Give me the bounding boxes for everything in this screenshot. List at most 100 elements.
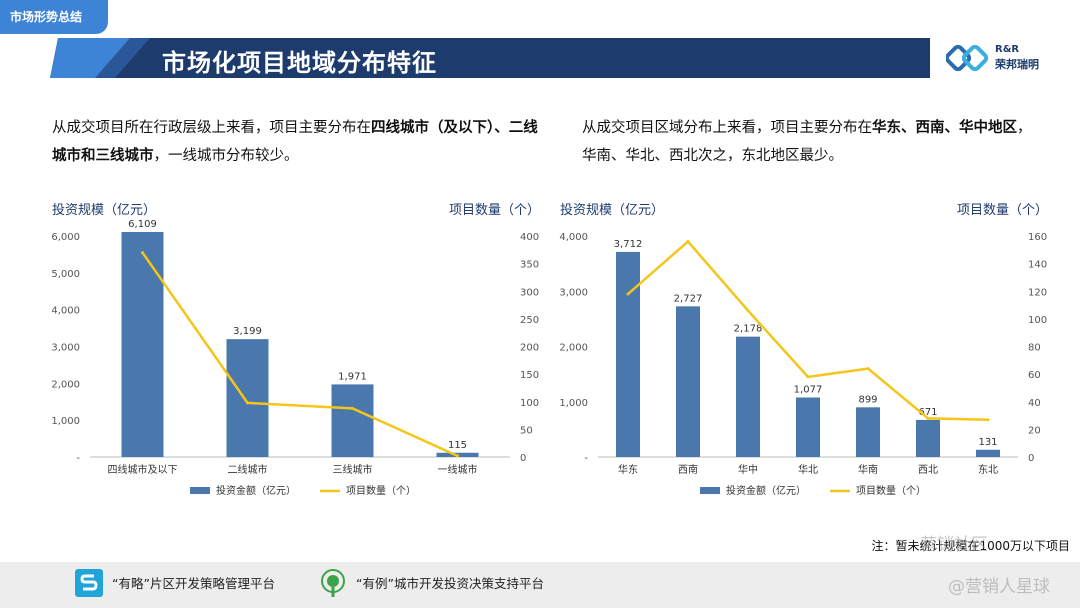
x-tick-label: 西北 [918,464,938,476]
line-point [806,375,810,379]
y-tick-left: 4,000 [51,306,80,317]
bar [121,231,164,457]
x-tick-label: 一线城市 [438,463,478,476]
watermark-handle: @营销人星球 [948,577,1050,597]
y-tick-right: 300 [520,287,539,298]
bar-value-label: 115 [448,440,467,451]
y-tick-right: 20 [1028,425,1041,436]
x-tick-label: 四线城市及以下 [108,463,178,476]
y-axis-title-right: 项目数量（个） [449,203,540,218]
x-tick-label: 东北 [978,463,998,476]
y-tick-left: - [76,453,80,464]
line-point [686,240,690,244]
y-tick-right: 50 [520,425,533,436]
bar [736,336,760,457]
line-point [456,454,459,458]
decision-platform-icon [321,569,345,597]
logo-text-en: R&R [995,44,1020,55]
header-banner [50,38,1080,78]
bar-value-label: 1,077 [794,384,823,395]
chart-region: 投资规模（亿元） 项目数量（个） - 1,000 2,000 3,000 4,000 0 20 4… [559,202,1048,497]
bar [331,384,374,457]
line-point [351,406,354,410]
y-tick-right: 0 [520,453,526,464]
line-point [141,251,144,255]
x-tick-label: 华东 [618,463,638,476]
line-point [626,292,630,296]
legend-swatch-bar [190,487,210,494]
line-point [926,416,930,420]
x-tick-label: 二线城市 [228,463,268,476]
x-tick-label: 华南 [858,463,878,476]
y-tick-left: 3,000 [559,287,588,298]
line-point [986,418,990,422]
chart-city-tier: 投资规模（亿元） 项目数量（个） - 1,000 2,000 3,000 4,000 5,00… [51,202,540,497]
legend-label-line: 项目数量（个） [856,484,926,497]
y-axis-title-left: 投资规模（亿元） [560,202,664,218]
bar-value-label: 3,199 [233,326,262,337]
y-tick-right: 60 [1028,370,1041,381]
y-tick-right: 400 [520,232,539,243]
watermark-community: 营销社区 [920,535,988,555]
y-tick-right: 40 [1028,398,1041,409]
y-tick-left: 5,000 [51,269,80,280]
bar [676,306,700,457]
line-point [746,309,750,313]
bar-value-label: 3,712 [614,239,643,250]
right-description: 从成交项目区域分布上来看，项目主要分布在华东、西南、华中地区，华南、华北、西北次… [582,120,1032,164]
logo-mark-icon [946,44,989,72]
line-point [246,401,249,405]
bar-value-label: 6,109 [128,219,157,230]
bar-value-label: 131 [978,437,997,448]
legend-swatch-bar [700,487,720,494]
bar [976,449,1000,457]
y-tick-left: 1,000 [559,398,588,409]
bar [226,339,269,457]
y-tick-left: 6,000 [51,232,80,243]
bar [856,407,880,457]
y-tick-left: 3,000 [51,343,80,354]
bar-value-label: 1,971 [338,371,367,382]
footer-strategy-platform: “有略”片区开发策略管理平台 [112,576,275,591]
footer-bar [0,562,1080,608]
series-line-project-count [141,251,459,458]
legend-label-bar: 投资金额（亿元） [726,484,806,497]
footnote: 注：暂未统计规模在1000万以下项目 [871,539,1070,553]
y-tick-left: 4,000 [559,232,588,243]
y-tick-right: 80 [1028,343,1041,354]
y-tick-left: 2,000 [51,379,80,390]
y-tick-right: 100 [520,398,539,409]
bar [616,251,640,457]
y-tick-right: 250 [520,315,539,326]
bar [916,419,940,457]
page-title: 市场化项目地域分布特征 [162,49,437,77]
bar-value-label: 671 [918,407,937,418]
strategy-platform-icon [75,569,103,597]
logo-background [930,36,1080,80]
bar-value-label: 2,727 [674,293,703,304]
bar [796,397,820,457]
footer-decision-platform: “有例”城市开发投资决策支持平台 [356,576,544,591]
y-tick-left: 2,000 [559,343,588,354]
left-description: 从成交项目所在行政层级上来看，项目主要分布在四线城市（及以下）、二线城市和三线城… [52,120,538,164]
y-tick-right: 120 [1028,287,1047,298]
y-tick-right: 0 [1028,453,1034,464]
y-tick-right: 100 [1028,315,1047,326]
x-tick-label: 西南 [678,463,698,476]
y-tick-right: 350 [520,260,539,271]
x-tick-label: 华中 [738,463,758,476]
y-tick-right: 200 [520,343,539,354]
y-tick-right: 150 [520,370,539,381]
bar-value-label: 899 [858,394,877,405]
y-tick-right: 140 [1028,260,1047,271]
y-tick-right: 160 [1028,232,1047,243]
line-point [866,367,870,371]
section-tag: 市场形势总结 [0,0,108,34]
y-axis-title-left: 投资规模（亿元） [52,202,156,218]
x-tick-label: 三线城市 [333,463,373,476]
y-tick-left: - [584,453,588,464]
legend-label-line: 项目数量（个） [346,484,416,497]
y-axis-title-right: 项目数量（个） [957,203,1048,218]
bar-value-label: 2,178 [734,324,763,335]
legend-label-bar: 投资金额（亿元） [216,484,296,497]
